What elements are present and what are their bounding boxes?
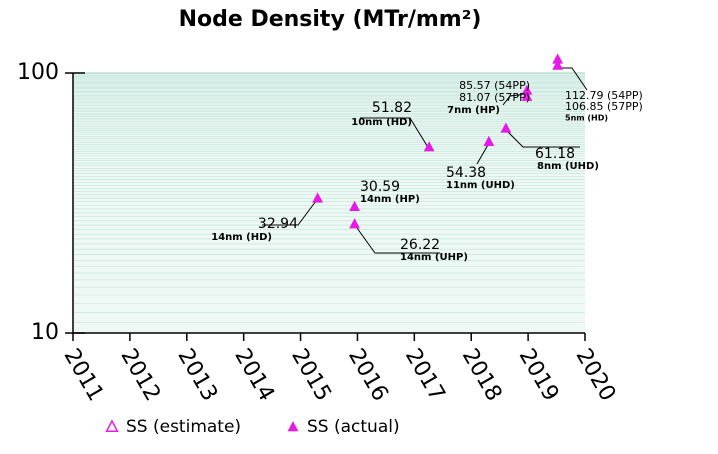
leader-line (560, 67, 588, 91)
x-tick-label: 2012 (115, 345, 165, 406)
value-label: 51.82 (372, 100, 412, 116)
value-label: 112.79 (54PP) (565, 89, 643, 102)
node-label: 5nm (HD) (565, 114, 608, 123)
value-label: 85.57 (54PP) (459, 79, 530, 92)
x-tick-label: 2020 (571, 345, 621, 406)
x-tick-label: 2011 (59, 345, 109, 406)
leader-line (356, 227, 440, 254)
value-label: 106.85 (57PP) (565, 100, 643, 113)
value-label: 81.07 (57PP) (459, 91, 530, 104)
x-tick-label: 2016 (343, 345, 393, 406)
marker (349, 218, 360, 229)
node-label: 8nm (UHD) (537, 161, 599, 172)
marker (521, 84, 533, 95)
x-tick-label: 2019 (514, 345, 564, 406)
marker (552, 59, 564, 70)
value-label: 61.18 (535, 146, 575, 162)
x-tick-label: 2017 (400, 345, 450, 406)
marker (349, 200, 360, 211)
node-label: 14nm (HP) (360, 194, 420, 205)
leader-line (262, 200, 317, 226)
y-tick-label: 100 (17, 60, 59, 85)
value-label: 30.59 (360, 179, 400, 195)
x-tick-label: 2013 (172, 345, 222, 406)
value-label: 26.22 (400, 237, 440, 253)
leader-line (360, 117, 430, 150)
chart-title: Node Density (MTr/mm²) (179, 7, 482, 32)
node-label: 14nm (UHP) (400, 252, 468, 263)
value-label: 32.94 (258, 216, 298, 232)
node-label: 7nm (HP) (447, 105, 500, 116)
legend-marker (105, 419, 119, 432)
value-label: 54.38 (446, 165, 486, 181)
x-tick-label: 2014 (229, 345, 279, 406)
node-label: 11nm (UHD) (446, 180, 515, 191)
legend-label: SS (estimate) (126, 417, 241, 437)
x-tick-label: 2015 (286, 345, 336, 406)
y-tick-label: 10 (31, 320, 59, 345)
node-label: 14nm (HD) (211, 232, 272, 243)
node-label: 10nm (HD) (351, 117, 412, 128)
marker (500, 122, 512, 133)
leader-line (505, 129, 580, 148)
marker (521, 90, 533, 101)
marker (483, 135, 495, 146)
legend-marker (287, 421, 299, 432)
plot-area (73, 73, 585, 333)
legend-label: SS (actual) (307, 417, 400, 437)
x-tick-label: 2018 (457, 345, 507, 406)
leader-line (476, 142, 490, 165)
leader-line (502, 93, 528, 106)
marker (552, 53, 564, 64)
marker (312, 192, 324, 203)
marker (423, 141, 435, 152)
